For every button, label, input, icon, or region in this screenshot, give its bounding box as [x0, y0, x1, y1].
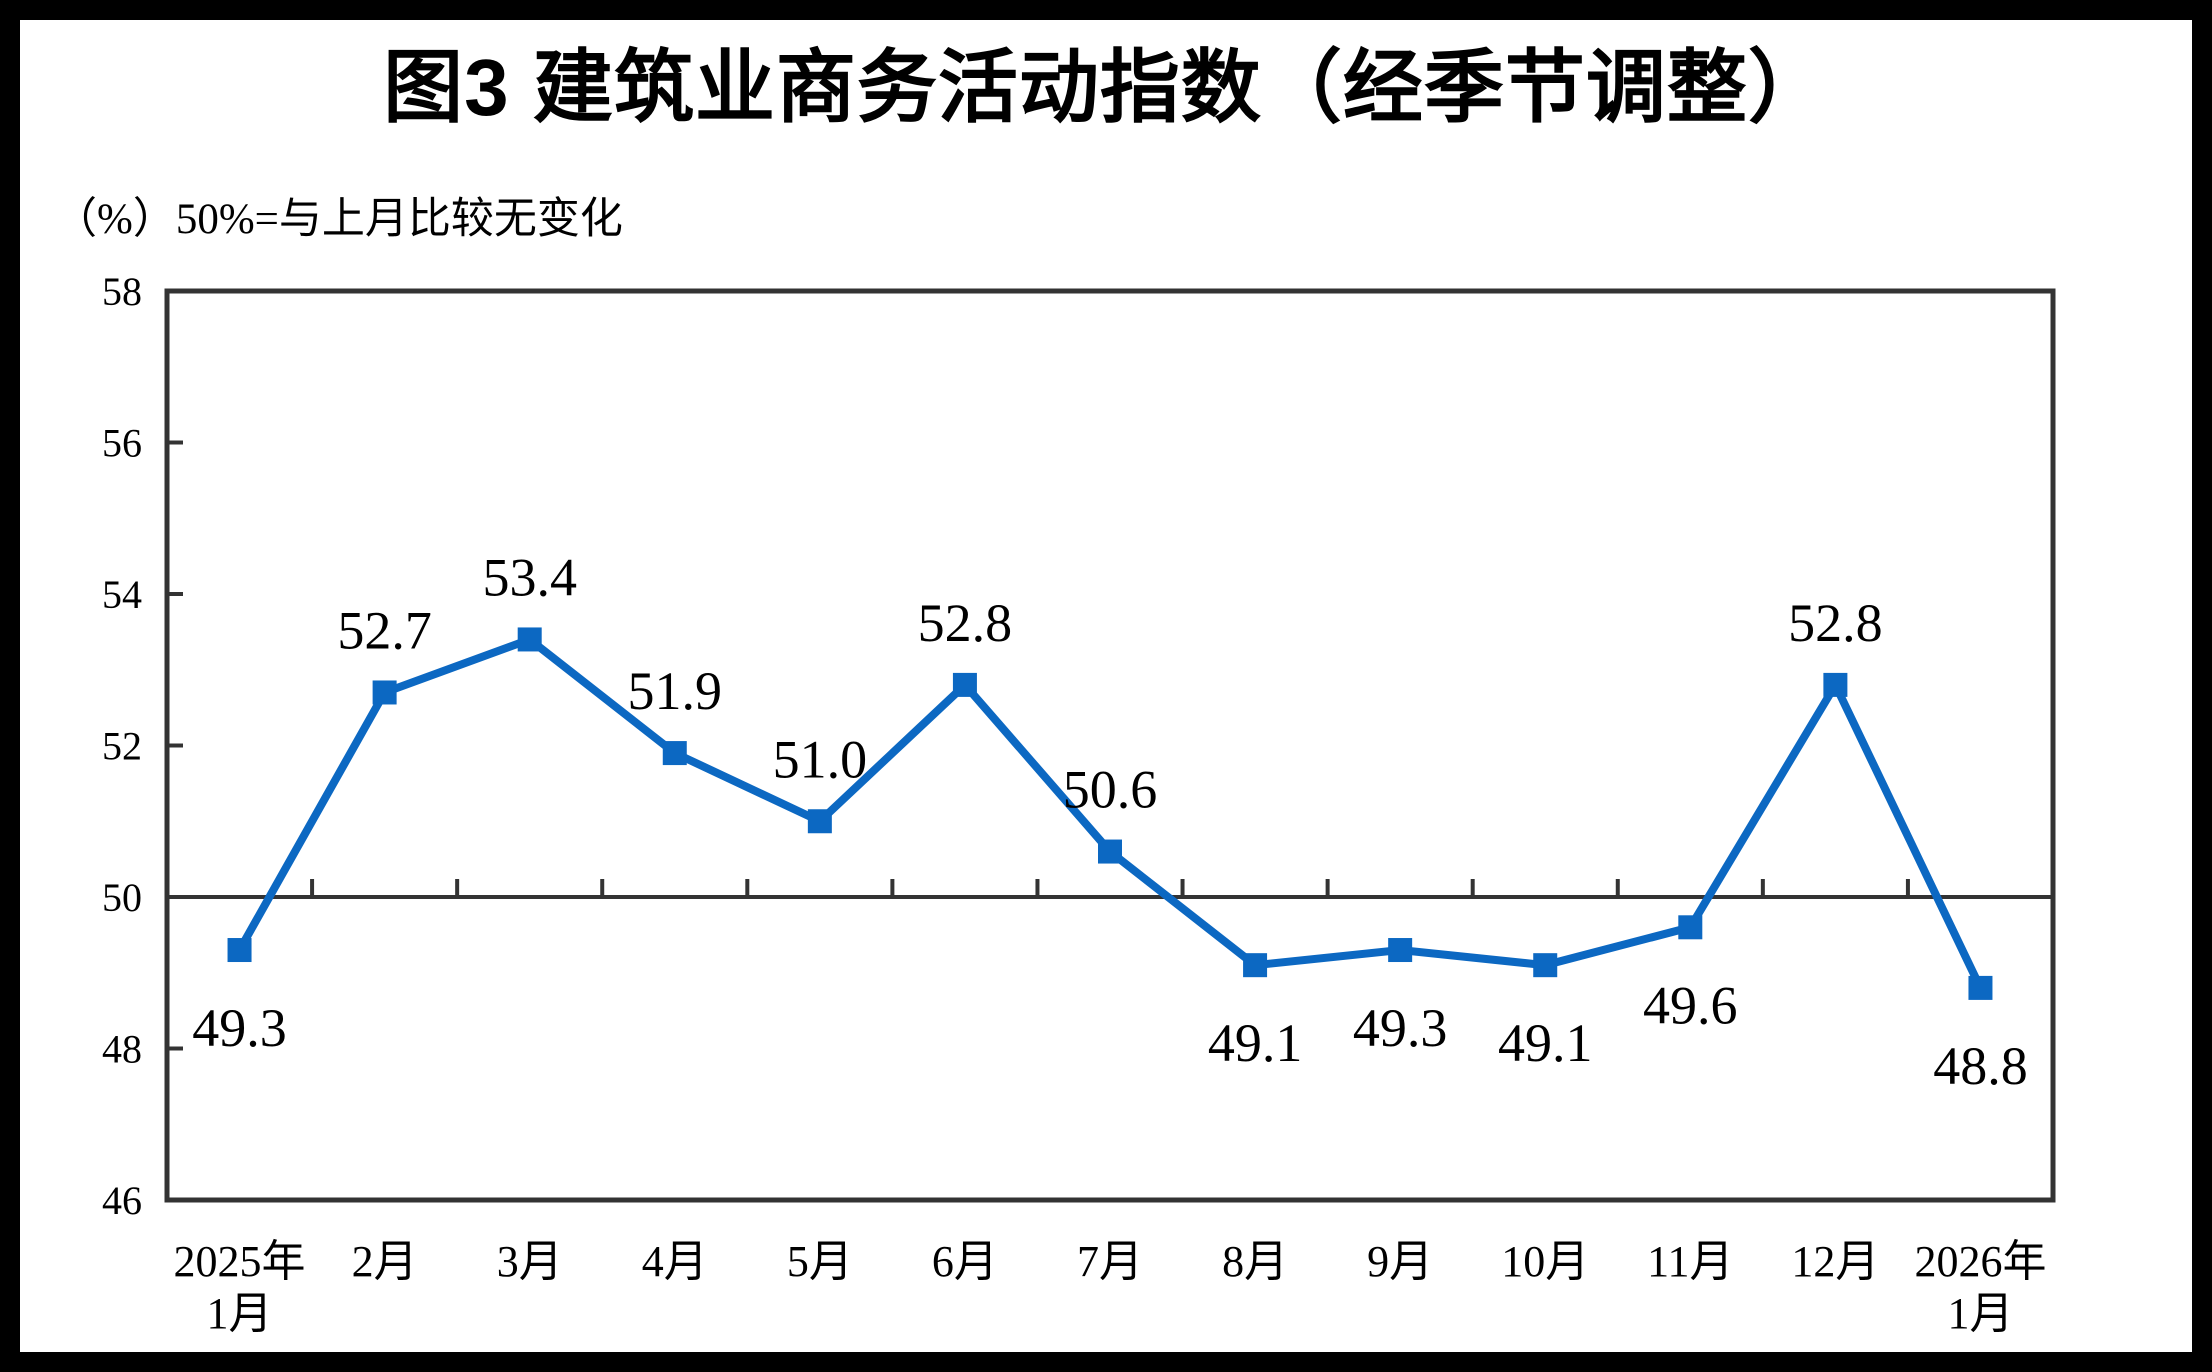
x-axis-label: 9月	[1367, 1237, 1433, 1286]
y-axis-label: 52	[102, 724, 142, 769]
y-axis-label: 48	[102, 1027, 142, 1072]
data-point-label: 49.3	[192, 998, 287, 1058]
data-point-label: 52.8	[1788, 593, 1883, 653]
x-axis-label: 2月	[352, 1237, 418, 1286]
data-point-marker	[1243, 953, 1268, 978]
data-point-label: 50.6	[1063, 760, 1158, 820]
y-axis-label: 56	[102, 421, 142, 466]
data-point-label: 53.4	[482, 547, 577, 607]
data-point-marker	[1823, 672, 1848, 697]
data-point-marker	[517, 627, 542, 652]
data-point-marker	[1678, 915, 1703, 940]
plot-frame	[164, 288, 2056, 1203]
data-point-label: 51.0	[773, 729, 868, 789]
x-axis-label: 7月	[1077, 1237, 1143, 1286]
data-point-marker	[1388, 938, 1413, 963]
data-point-label: 51.9	[628, 661, 723, 721]
y-axis-label: 50	[102, 875, 142, 920]
y-axis-label: 54	[102, 572, 142, 617]
x-axis-label: 8月	[1222, 1237, 1288, 1286]
data-point-marker	[952, 672, 977, 697]
data-point-marker	[1533, 953, 1558, 978]
chart-title: 图3 建筑业商务活动指数（经季节调整）	[383, 43, 1829, 132]
x-axis-label: 10月	[1501, 1237, 1589, 1286]
data-point-marker	[662, 741, 687, 766]
x-axis-label: 11月	[1647, 1237, 1733, 1286]
y-axis-label: 46	[102, 1178, 142, 1223]
data-point-label: 49.3	[1353, 998, 1448, 1058]
x-axis-label: 1月	[1947, 1289, 2013, 1338]
data-point-label: 49.6	[1643, 975, 1738, 1035]
x-axis-label: 3月	[497, 1237, 563, 1286]
data-point-label: 49.1	[1498, 1013, 1593, 1073]
data-point-label: 48.8	[1933, 1036, 2028, 1096]
data-point-marker	[1968, 975, 1993, 1000]
chart-area: 图3 建筑业商务活动指数（经季节调整） （%）50%=与上月比较无变化 46 48…	[20, 20, 2192, 1352]
x-axis-label: 2025年	[174, 1237, 306, 1286]
data-point-label: 52.7	[337, 600, 432, 660]
axis-unit-note: （%）50%=与上月比较无变化	[54, 196, 623, 243]
data-point-marker	[372, 680, 397, 705]
data-point-marker	[807, 809, 832, 834]
x-axis-label: 2026年	[1914, 1237, 2046, 1286]
data-point-marker	[227, 938, 252, 963]
data-point-label: 49.1	[1208, 1013, 1303, 1073]
y-axis-label: 58	[102, 269, 142, 314]
x-axis-label: 12月	[1791, 1237, 1879, 1286]
x-axis-label: 5月	[787, 1237, 853, 1286]
data-point-label: 52.8	[918, 593, 1013, 653]
x-axis-label: 4月	[642, 1237, 708, 1286]
data-point-marker	[1098, 839, 1122, 864]
x-axis-label: 6月	[932, 1237, 998, 1286]
x-axis-label: 1月	[207, 1289, 273, 1338]
